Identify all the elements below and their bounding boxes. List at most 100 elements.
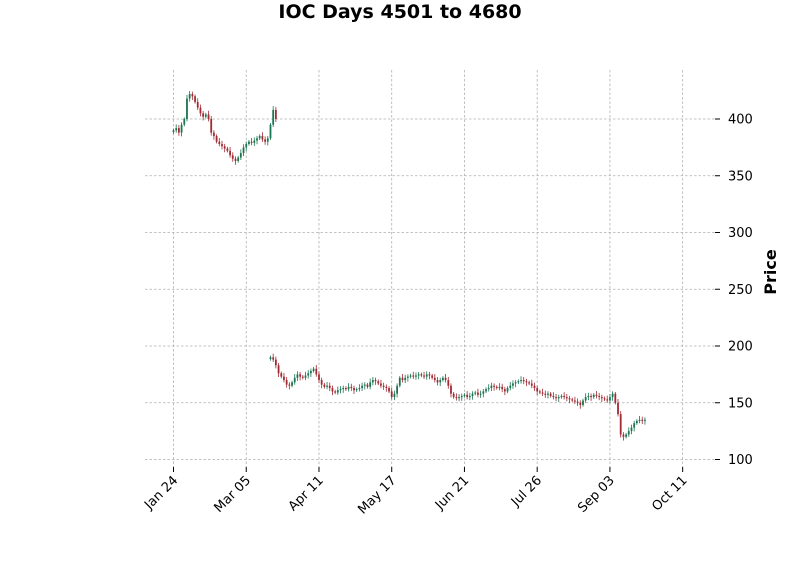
candle-body [315, 368, 318, 375]
candle-body [210, 119, 213, 133]
candle-body [301, 376, 304, 378]
candle [312, 366, 315, 373]
candle-body [520, 380, 522, 382]
candle [522, 376, 525, 385]
candle-body [595, 394, 598, 396]
candle [215, 134, 218, 144]
candle-body [606, 399, 609, 401]
candle [366, 382, 369, 389]
candle-body [417, 374, 420, 376]
candle [369, 378, 372, 390]
candle-body [234, 158, 237, 161]
candle [331, 385, 334, 396]
candle-body [463, 394, 466, 396]
candle [261, 132, 264, 142]
candle [309, 368, 312, 377]
candle [633, 420, 636, 432]
candle-body [560, 395, 563, 398]
candle [204, 112, 207, 119]
candle [229, 147, 231, 158]
candle-body [199, 107, 202, 114]
candle-body [544, 393, 547, 395]
candle-body [609, 397, 611, 401]
candle-body [617, 402, 619, 415]
candle-body [291, 382, 293, 386]
candle [520, 376, 522, 384]
candle [210, 115, 213, 136]
candle-body [328, 385, 331, 388]
candle-body [385, 386, 388, 388]
candle [245, 141, 248, 152]
candle-body [229, 150, 231, 156]
candle-body [433, 377, 436, 381]
candle-body [641, 419, 644, 421]
candle-body [218, 141, 221, 144]
x-axis: Jan 24 Mar 05 Apr 11 May 17 Jun 21 Jul 26 Sep … [141, 467, 690, 517]
x-tick-label: Sep 03 [575, 473, 618, 516]
candle-body [460, 395, 463, 398]
candle [525, 378, 528, 387]
candle-body [347, 386, 350, 390]
candle [619, 411, 622, 438]
candle-body [213, 132, 215, 137]
candle [256, 135, 258, 145]
candle-body [207, 114, 210, 119]
candle [293, 374, 296, 385]
candle [533, 382, 536, 392]
candle [320, 377, 323, 389]
candle [180, 122, 183, 137]
candle [466, 391, 469, 400]
candle-body [371, 380, 374, 383]
candle-body [501, 386, 504, 390]
candle [280, 371, 283, 379]
candle-body [312, 368, 315, 371]
candle [536, 385, 539, 396]
candle-body [288, 384, 291, 386]
candle [326, 381, 328, 390]
candle-body [366, 384, 369, 387]
candle-body [503, 389, 506, 392]
candle-body [549, 393, 552, 396]
candle-body [188, 94, 191, 99]
candle [444, 374, 447, 383]
candle-body [382, 385, 385, 387]
candle-body [468, 395, 471, 398]
candle [371, 376, 374, 386]
candle [175, 124, 178, 133]
candle [487, 384, 490, 392]
candle-body [355, 389, 358, 391]
candle [501, 383, 504, 393]
candle [339, 386, 342, 394]
candle-body [555, 397, 557, 399]
candle-body [477, 392, 479, 395]
candle-body [522, 380, 525, 382]
candle-body [253, 140, 256, 143]
candle-body [406, 376, 409, 378]
candle [374, 377, 377, 385]
candle [598, 392, 601, 401]
candle-body [412, 375, 415, 377]
candle-body [506, 387, 509, 392]
candle-body [256, 138, 258, 141]
candle [641, 416, 644, 424]
candle [345, 386, 347, 391]
candle-body [175, 128, 178, 131]
candle-body [603, 398, 606, 400]
candle [396, 383, 399, 398]
candle-body [495, 386, 498, 388]
candle [221, 140, 223, 150]
candle [258, 134, 261, 140]
candle [315, 364, 318, 377]
candle-body [323, 384, 326, 387]
candle [477, 388, 479, 398]
candle-body [264, 139, 266, 142]
candle-body [512, 383, 514, 386]
candle-body [393, 393, 396, 398]
candle [530, 379, 533, 389]
candle-body [250, 141, 253, 143]
x-tick-label: Apr 11 [286, 473, 327, 514]
candle [638, 416, 641, 424]
candle [549, 391, 552, 398]
y-tick-label: 250 [728, 283, 753, 298]
candle-body [172, 130, 175, 133]
